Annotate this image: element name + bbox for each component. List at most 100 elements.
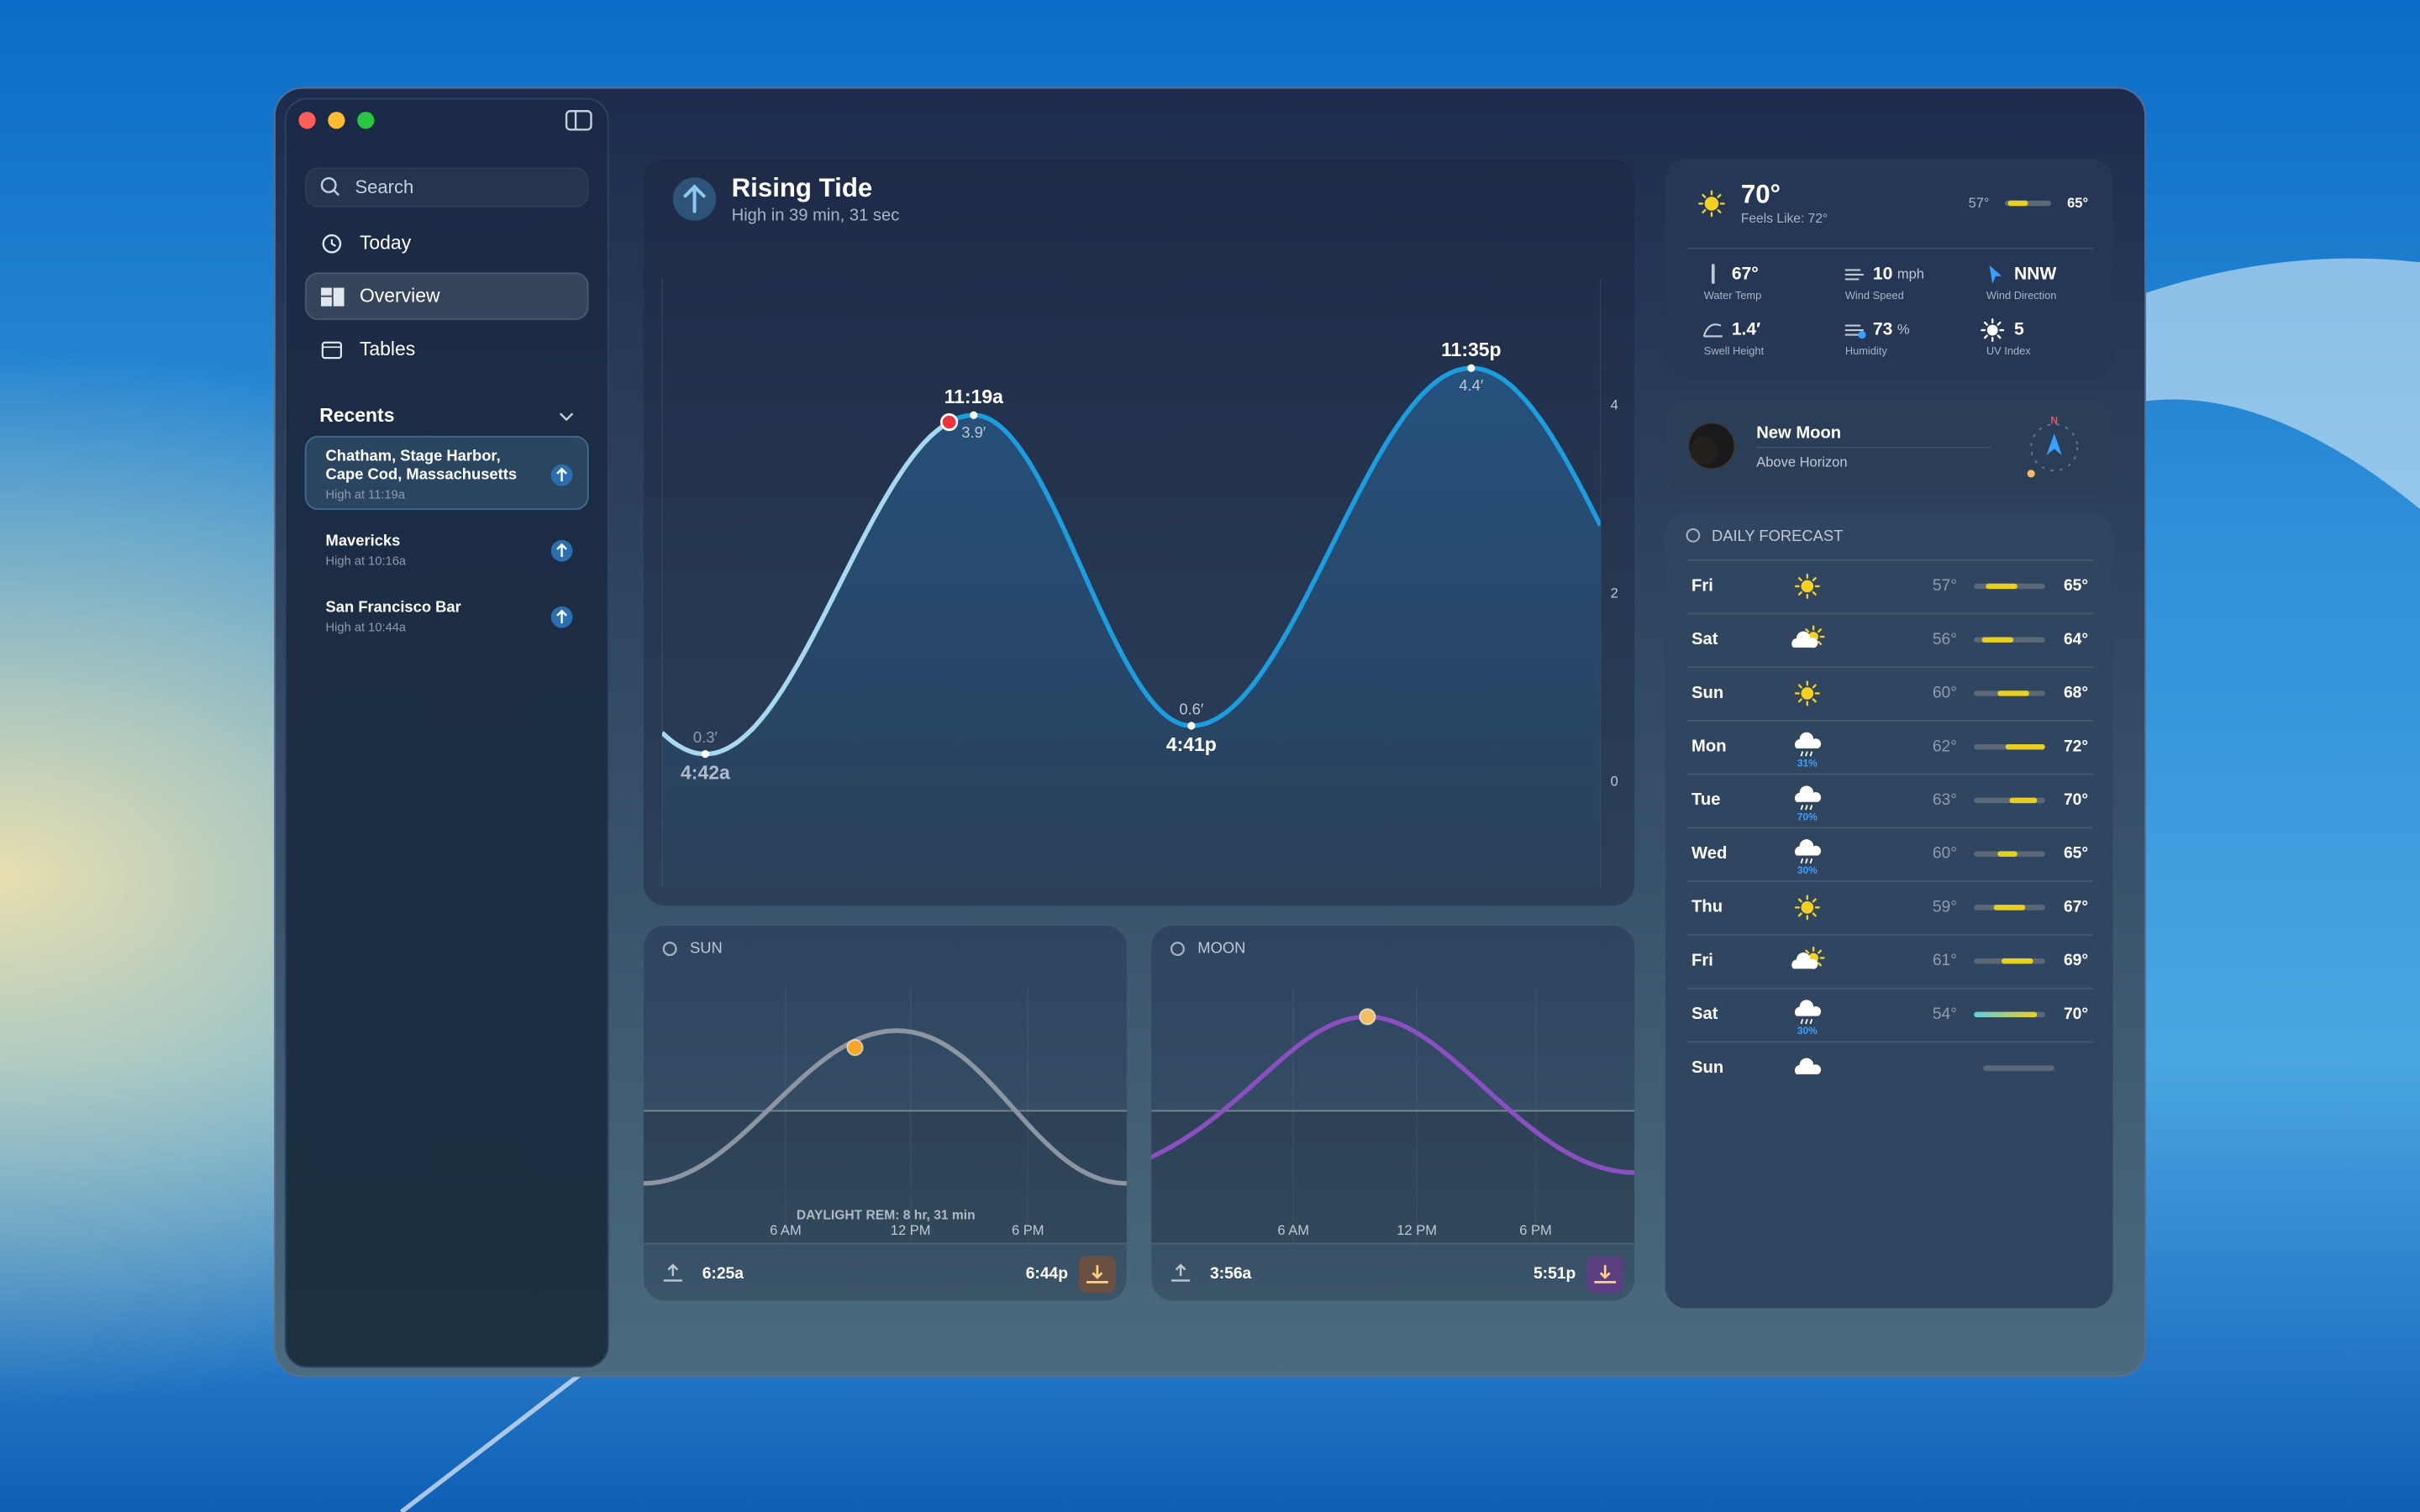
tide-subtitle: High in 39 min, 31 sec — [732, 206, 900, 224]
rain-drops — [1800, 1019, 1813, 1025]
tide-extreme — [701, 750, 709, 759]
forecast-day: Mon — [1691, 738, 1726, 756]
detail-value: 5 — [2014, 320, 2024, 339]
forecast-high: 65° — [2064, 845, 2088, 863]
sun-ray — [1818, 962, 1823, 967]
search-field[interactable] — [304, 167, 589, 208]
detail-label: Wind Speed — [1845, 289, 1904, 302]
tide-extreme — [1467, 364, 1476, 372]
sun-ray — [1717, 209, 1722, 214]
sun-ray — [1818, 640, 1823, 645]
x-axis-label: 12 PM — [1397, 1222, 1437, 1238]
tide-time: 11:35p — [1441, 339, 1501, 360]
compass-needle — [2046, 433, 2062, 455]
forecast-precip: 30% — [1797, 864, 1818, 876]
recent-name: Cape Cod, Massachusetts — [326, 465, 518, 483]
sun-ray — [1797, 684, 1802, 689]
search-placeholder: Search — [355, 176, 413, 197]
moon-label-icon — [1170, 942, 1185, 957]
detail-value: NNW — [2014, 265, 2056, 284]
forecast-high: 70° — [2064, 1005, 2088, 1023]
sun-card — [643, 926, 1127, 1301]
nav-hit[interactable] — [306, 222, 588, 265]
sun-ray — [1702, 193, 1707, 198]
forecast-low: 59° — [1933, 898, 1957, 916]
window-control[interactable] — [328, 112, 345, 129]
detail-icon — [1989, 265, 2002, 284]
range-bar — [2005, 743, 2045, 750]
sun-position — [846, 1039, 864, 1057]
rain-drops — [1800, 751, 1813, 757]
forecast-low: 62° — [1933, 738, 1957, 755]
nav-hit[interactable] — [306, 328, 588, 371]
nav-hit[interactable] — [306, 276, 588, 318]
forecast-day: Sat — [1691, 630, 1718, 648]
cloud-icon — [1794, 1058, 1822, 1074]
sun-ray — [1812, 591, 1817, 596]
sun-ray — [1797, 912, 1802, 917]
x-axis-label: 6 PM — [1012, 1222, 1044, 1238]
x-axis-label: 6 PM — [1519, 1222, 1552, 1238]
cloud-icon — [1794, 732, 1822, 748]
detail-icon — [1858, 330, 1866, 339]
now-marker — [940, 412, 959, 432]
daylight-note: DAYLIGHT REM: 8 hr, 31 min — [797, 1208, 976, 1222]
tide-extreme — [1187, 722, 1196, 730]
tide-area — [661, 368, 1601, 888]
tide-height: 3.9′ — [961, 423, 986, 441]
x-axis-label: 6 AM — [1277, 1222, 1309, 1238]
sidebar-toggle[interactable] — [565, 110, 592, 131]
sun-ray — [1996, 321, 2002, 326]
sun-icon — [1801, 901, 1814, 914]
tide-time: 4:41p — [1166, 733, 1217, 755]
window-control[interactable] — [298, 112, 316, 129]
sun-icon — [1986, 324, 1998, 336]
recents-title: Recents — [319, 404, 394, 426]
recent-item[interactable] — [306, 522, 588, 580]
detail-value: 67° — [1732, 265, 1759, 284]
detail-value: 1.4′ — [1732, 320, 1760, 339]
nav-icon — [321, 341, 343, 360]
detail-icon — [1844, 324, 1864, 336]
sun-ray — [1702, 209, 1707, 214]
recent-name: San Francisco Bar — [326, 598, 461, 616]
recent-item[interactable] — [306, 588, 588, 647]
window-control[interactable] — [357, 112, 375, 129]
detail-value: 10 — [1873, 265, 1892, 284]
wallpaper-wave — [2145, 258, 2420, 510]
nav-icon — [321, 297, 332, 307]
recent-name: Mavericks — [326, 532, 401, 549]
rise-icon — [1171, 1263, 1191, 1282]
forecast-precip: 30% — [1797, 1025, 1818, 1037]
detail-label: UV Index — [1986, 344, 2031, 357]
detail-icon — [1844, 269, 1864, 281]
detail-label: Humidity — [1845, 344, 1888, 357]
tide-height: 4.4′ — [1459, 376, 1484, 394]
tide-plot — [661, 365, 1601, 888]
detail-label: Wind Direction — [1986, 289, 2057, 302]
recent-selected[interactable] — [304, 435, 589, 511]
forecast-high: 65° — [2064, 577, 2088, 595]
detail-unit: % — [1897, 321, 1910, 337]
forecast-high: 64° — [2064, 631, 2088, 648]
range-track — [1983, 1065, 2054, 1071]
forecast-low: 60° — [1933, 845, 1957, 863]
forecast-day: Wed — [1691, 844, 1727, 863]
y-tick-label: 4 — [1611, 396, 1618, 412]
forecast-low: 60° — [1933, 685, 1957, 702]
sun-ray — [1812, 898, 1817, 903]
recent-subtitle: High at 10:44a — [326, 621, 407, 634]
nav-icon — [322, 234, 342, 254]
forecast-low: 57° — [1933, 577, 1957, 595]
set-time: 6:44p — [1026, 1265, 1068, 1283]
range-bar — [1974, 1011, 2038, 1018]
content: Search Today Overview Tables Recents Chatham,… — [298, 110, 2093, 1294]
nav-icon — [330, 239, 337, 247]
tide-time: 4:42a — [681, 762, 730, 784]
forecast-precip: 31% — [1797, 758, 1818, 769]
recents-chevron — [559, 412, 574, 422]
forecast-day: Sun — [1691, 684, 1723, 702]
search-icon — [320, 176, 337, 193]
detail-value: 73 — [1873, 320, 1892, 339]
